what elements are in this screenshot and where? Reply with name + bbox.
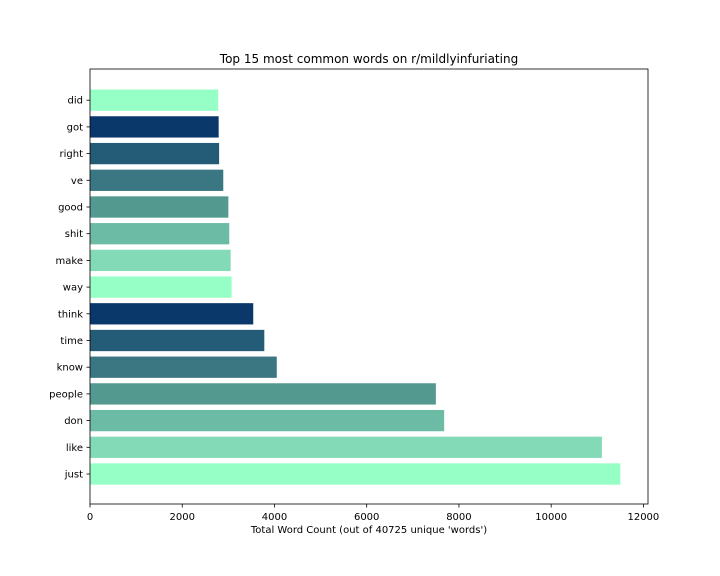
y-tick-label-way: way bbox=[63, 283, 83, 294]
bar-right bbox=[90, 142, 220, 165]
bar-make bbox=[90, 249, 231, 272]
y-axis-ticks: just like don people know time think way make shi… bbox=[49, 96, 90, 481]
bar-just bbox=[90, 463, 621, 485]
y-tick-label-like: like bbox=[66, 443, 83, 454]
chart-title: Top 15 most common words on r/mildlyinfu… bbox=[219, 52, 518, 66]
bar-like bbox=[90, 436, 602, 458]
y-tick-label-just: just bbox=[64, 470, 83, 481]
x-tick-label-8000: 8000 bbox=[446, 512, 471, 523]
x-tick-label-6000: 6000 bbox=[354, 512, 379, 523]
x-tick-label-12000: 12000 bbox=[627, 512, 659, 523]
bar-ve bbox=[90, 169, 224, 191]
x-tick-label-2000: 2000 bbox=[170, 512, 195, 523]
y-tick-label-shit: shit bbox=[65, 229, 83, 240]
y-tick-label-got: got bbox=[67, 122, 83, 133]
y-tick-label-know: know bbox=[57, 363, 83, 374]
x-axis-label: Total Word Count (out of 40725 unique 'w… bbox=[250, 525, 487, 536]
bar-know bbox=[90, 356, 277, 378]
x-axis-ticks: 0 2000 4000 6000 8000 10000 12000 bbox=[87, 504, 659, 523]
y-tick-label-good: good bbox=[58, 203, 83, 214]
bars-group bbox=[90, 89, 621, 485]
x-tick-label-4000: 4000 bbox=[262, 512, 287, 523]
bar-don bbox=[90, 409, 445, 432]
y-tick-label-right: right bbox=[60, 149, 84, 160]
y-tick-label-time: time bbox=[60, 336, 83, 347]
bar-good bbox=[90, 196, 229, 218]
bar-shit bbox=[90, 223, 230, 245]
bar-did bbox=[90, 89, 219, 111]
bar-time bbox=[90, 329, 265, 352]
plot-frame bbox=[89, 68, 649, 505]
x-tick-label-10000: 10000 bbox=[535, 512, 567, 523]
y-tick-label-make: make bbox=[56, 256, 83, 267]
x-tick-label-0: 0 bbox=[87, 512, 93, 523]
y-tick-label-people: people bbox=[49, 389, 83, 400]
bar-think bbox=[90, 303, 254, 325]
y-tick-label-think: think bbox=[58, 309, 83, 320]
y-tick-label-ve: ve bbox=[71, 176, 83, 187]
bar-people bbox=[90, 383, 436, 405]
bar-got bbox=[90, 116, 219, 138]
y-tick-label-don: don bbox=[64, 416, 83, 427]
y-tick-label-did: did bbox=[68, 96, 83, 107]
bar-way bbox=[90, 276, 232, 298]
